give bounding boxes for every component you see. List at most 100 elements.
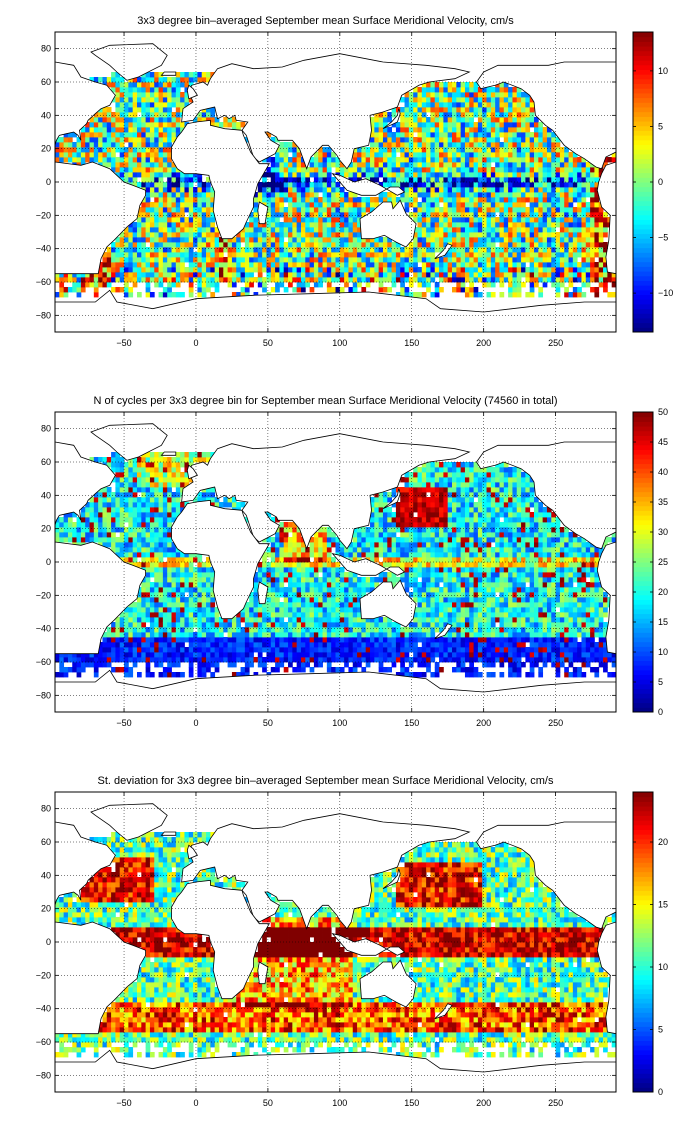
heatmap-cell	[447, 182, 453, 188]
heatmap-cell	[270, 227, 276, 233]
grid-lines	[55, 32, 616, 332]
heatmap-cell	[180, 557, 185, 563]
heatmap-cell	[249, 617, 254, 623]
heatmap-cell	[193, 232, 198, 238]
heatmap-cell	[136, 642, 142, 648]
heatmap-cell	[581, 247, 587, 253]
heatmap-cell	[430, 137, 436, 143]
heatmap-cell	[253, 257, 259, 263]
heatmap-cell	[443, 117, 449, 123]
heatmap-cell	[486, 147, 492, 153]
y-tick-label: 40	[41, 110, 51, 120]
heatmap-cell	[158, 212, 164, 218]
heatmap-cell	[421, 277, 427, 283]
heatmap-cell	[136, 242, 142, 248]
y-tick-label: 60	[41, 77, 51, 87]
heatmap-cell	[439, 142, 444, 148]
heatmap-cell	[538, 202, 544, 208]
heatmap-cell	[257, 632, 263, 638]
heatmap-cell	[111, 122, 116, 128]
heatmap-cell	[456, 92, 462, 98]
heatmap-cell	[149, 592, 155, 598]
heatmap-cell	[469, 287, 474, 293]
heatmap-cell	[421, 247, 427, 253]
heatmap-cell	[115, 92, 121, 98]
heatmap-cell	[581, 187, 587, 193]
heatmap-cell	[499, 197, 505, 203]
heatmap-cell	[175, 662, 181, 668]
heatmap-cell	[141, 207, 147, 213]
heatmap-cell	[85, 157, 90, 163]
heatmap-cell	[421, 167, 427, 173]
heatmap-cell	[521, 267, 526, 273]
heatmap-cell	[175, 102, 181, 108]
heatmap-cell	[180, 672, 185, 678]
heatmap-cell	[154, 162, 159, 168]
heatmap-cell	[464, 257, 470, 263]
heatmap-cell	[76, 517, 82, 523]
heatmap-cell	[357, 217, 362, 223]
heatmap-cell	[141, 517, 147, 523]
heatmap-cell	[124, 92, 129, 98]
heatmap-cell	[158, 97, 164, 103]
heatmap-cell	[244, 287, 250, 293]
heatmap-cell	[275, 272, 280, 278]
heatmap-cell	[508, 222, 513, 228]
heatmap-cell	[201, 622, 207, 628]
heatmap-cell	[503, 242, 509, 248]
heatmap-cell	[572, 152, 578, 158]
heatmap-cell	[413, 147, 418, 153]
heatmap-cell	[382, 267, 388, 273]
heatmap-cell	[534, 282, 539, 288]
heatmap-cell	[141, 172, 147, 178]
heatmap-cell	[555, 207, 561, 213]
heatmap-cell	[162, 487, 168, 493]
heatmap-cell	[452, 142, 457, 148]
heatmap-cell	[132, 642, 138, 648]
heatmap-cell	[542, 167, 548, 173]
heatmap-cell	[167, 557, 172, 563]
heatmap-cell	[184, 617, 190, 623]
heatmap-cell	[257, 222, 263, 228]
heatmap-cell	[132, 77, 138, 83]
heatmap-cell	[210, 117, 216, 123]
heatmap-cell	[193, 592, 198, 598]
heatmap-cell	[477, 132, 483, 138]
heatmap-cell	[180, 277, 185, 283]
heatmap-cell	[93, 457, 99, 463]
heatmap-cell	[279, 172, 285, 178]
heatmap-cell	[257, 192, 263, 198]
heatmap-cell	[162, 192, 168, 198]
heatmap-cell	[158, 582, 164, 588]
heatmap-cell	[512, 112, 518, 118]
heatmap-cell	[482, 182, 487, 188]
heatmap-cell	[452, 242, 457, 248]
heatmap-cell	[555, 277, 561, 283]
heatmap-cell	[408, 267, 414, 273]
heatmap-cell	[352, 242, 358, 248]
heatmap-cell	[115, 112, 121, 118]
heatmap-cell	[93, 157, 99, 163]
heatmap-cell	[318, 202, 323, 208]
heatmap-cell	[171, 627, 177, 633]
heatmap-cell	[136, 592, 142, 598]
heatmap-cell	[326, 242, 332, 248]
heatmap-cell	[128, 237, 134, 243]
heatmap-cell	[175, 117, 181, 123]
heatmap-cell	[167, 187, 172, 193]
heatmap-cell	[136, 647, 142, 653]
heatmap-cell	[469, 167, 474, 173]
heatmap-cell	[469, 97, 474, 103]
heatmap-cell	[499, 87, 505, 93]
heatmap-cell	[231, 637, 237, 643]
heatmap-cell	[395, 262, 401, 268]
heatmap-cell	[460, 157, 466, 163]
heatmap-cell	[404, 292, 410, 298]
heatmap-cell	[154, 202, 159, 208]
heatmap-cell	[508, 172, 513, 178]
heatmap-cell	[288, 187, 293, 193]
heatmap-cell	[162, 537, 168, 543]
heatmap-cell	[516, 112, 522, 118]
heatmap-cell	[503, 212, 509, 218]
heatmap-cell	[387, 272, 392, 278]
